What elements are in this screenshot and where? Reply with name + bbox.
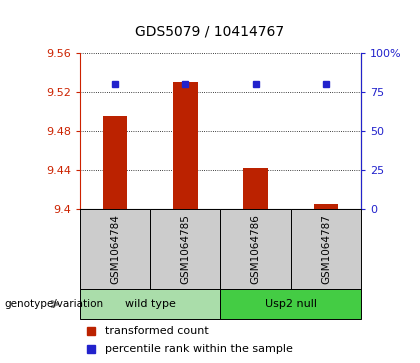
Bar (173, 82, 198, 209)
Text: genotype/variation: genotype/variation (4, 299, 103, 309)
Text: GDS5079 / 10414767: GDS5079 / 10414767 (135, 24, 285, 38)
Bar (102, 116, 127, 209)
Text: GSM1064786: GSM1064786 (251, 214, 261, 284)
Text: GSM1064784: GSM1064784 (110, 214, 120, 284)
Bar (80, 289, 220, 319)
Bar (314, 204, 339, 209)
Bar (291, 209, 361, 289)
Text: GSM1064787: GSM1064787 (321, 214, 331, 284)
Text: transformed count: transformed count (105, 326, 209, 336)
Text: Usp2 null: Usp2 null (265, 299, 317, 309)
Bar (220, 289, 361, 319)
Bar (150, 209, 220, 289)
Bar (80, 209, 150, 289)
Bar (220, 209, 291, 289)
Bar (243, 168, 268, 209)
Text: GSM1064785: GSM1064785 (180, 214, 190, 284)
Text: percentile rank within the sample: percentile rank within the sample (105, 344, 293, 354)
Text: wild type: wild type (125, 299, 176, 309)
